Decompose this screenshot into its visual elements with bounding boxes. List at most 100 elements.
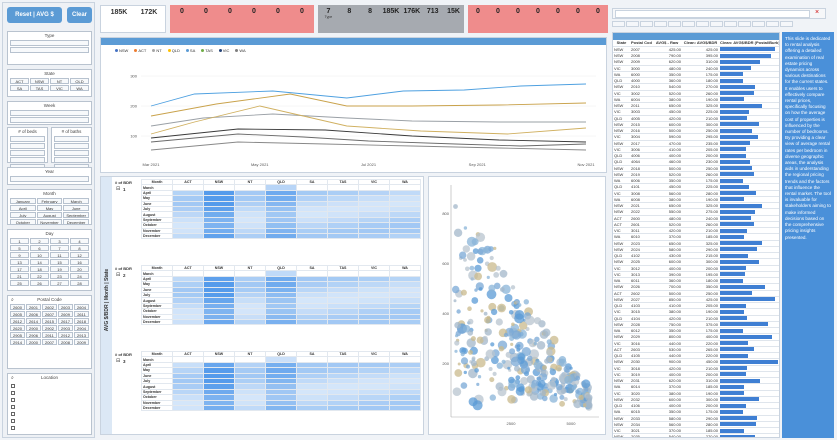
month-option[interactable]: September	[63, 212, 89, 218]
postal-code-option[interactable]: 2609	[58, 311, 73, 317]
day-option[interactable]: 10	[30, 252, 49, 258]
legend-item[interactable]: NT	[152, 47, 162, 53]
day-option[interactable]: 8	[70, 245, 89, 251]
scatter-point[interactable]	[528, 339, 537, 348]
scatter-point[interactable]	[470, 360, 477, 367]
scatter-point[interactable]	[487, 262, 498, 272]
month-option[interactable]: December	[63, 219, 89, 225]
day-option[interactable]: 24	[70, 273, 89, 279]
scatter-point[interactable]	[495, 318, 503, 326]
scatter-point[interactable]	[510, 356, 521, 367]
day-option[interactable]: 3	[50, 238, 69, 244]
day-option[interactable]: 25	[10, 280, 29, 286]
scatter-point[interactable]	[478, 287, 483, 291]
day-option[interactable]: 22	[30, 273, 49, 279]
scatter-point[interactable]	[469, 265, 475, 271]
day-option[interactable]: 28	[70, 280, 89, 286]
scatter-point[interactable]	[501, 284, 511, 294]
tab-button[interactable]	[682, 21, 695, 27]
postal-code-option[interactable]: 2000	[26, 339, 41, 345]
scatter-point[interactable]	[499, 287, 505, 292]
legend-item[interactable]: WA	[235, 47, 246, 53]
scatter-point[interactable]	[564, 375, 573, 385]
month-option[interactable]: July	[10, 212, 36, 218]
scatter-point[interactable]	[474, 288, 478, 292]
postal-code-option[interactable]: 2911	[42, 332, 57, 338]
postal-code-option[interactable]: 2912	[58, 332, 73, 338]
scatter-point[interactable]	[462, 245, 470, 253]
day-option[interactable]: 26	[30, 280, 49, 286]
scatter-point[interactable]	[585, 401, 593, 409]
scatter-point[interactable]	[496, 362, 503, 369]
scatter-point[interactable]	[452, 285, 460, 294]
scatter-point[interactable]	[564, 383, 575, 394]
scatter-point[interactable]	[480, 309, 484, 313]
scatter-point[interactable]	[495, 265, 501, 271]
day-option[interactable]: 15	[50, 259, 69, 265]
legend-item[interactable]: SA	[185, 47, 195, 53]
scatter-point[interactable]	[455, 334, 459, 338]
tab-button[interactable]	[766, 21, 779, 27]
scatter-point[interactable]	[471, 356, 476, 361]
scatter-point[interactable]	[489, 394, 496, 401]
postal-code-option[interactable]: 2618	[74, 318, 89, 324]
search-icon[interactable]: ⌕	[11, 297, 14, 303]
scatter-point[interactable]	[542, 328, 551, 337]
scatter-point[interactable]	[524, 315, 535, 326]
month-option[interactable]: February	[36, 198, 63, 204]
scatter-point[interactable]	[453, 299, 457, 303]
legend-item[interactable]: NSW	[115, 47, 128, 53]
location-option[interactable]	[11, 389, 88, 396]
postal-code-option[interactable]: 2905	[10, 332, 25, 338]
scatter-point[interactable]	[514, 365, 520, 372]
day-option[interactable]: 5	[10, 245, 29, 251]
scatter-point[interactable]	[492, 371, 497, 376]
day-option[interactable]: 20	[70, 266, 89, 272]
scatter-point[interactable]	[477, 375, 482, 379]
state-option[interactable]: QLD	[70, 78, 89, 84]
location-option[interactable]	[11, 410, 88, 417]
location-option[interactable]	[11, 382, 88, 389]
scatter-point[interactable]	[490, 308, 498, 316]
scatter-point[interactable]	[483, 311, 488, 316]
scatter-point[interactable]	[488, 367, 493, 371]
postal-code-option[interactable]: 2620	[10, 325, 25, 331]
clear-button[interactable]: Clear	[67, 7, 92, 23]
tab-button[interactable]	[696, 21, 709, 27]
table-column-header[interactable]: Clean: AVG$/BDR	[682, 40, 719, 47]
scatter-point[interactable]	[550, 376, 557, 382]
scatter-point[interactable]	[553, 392, 558, 397]
scatter-point[interactable]	[508, 310, 514, 315]
scatter-point[interactable]	[489, 377, 495, 383]
location-option[interactable]	[11, 396, 88, 403]
scatter-point[interactable]	[510, 342, 514, 346]
baths-option[interactable]	[54, 157, 89, 163]
scatter-point[interactable]	[462, 324, 471, 333]
scatter-point[interactable]	[465, 266, 470, 272]
day-option[interactable]: 7	[50, 245, 69, 251]
scatter-point[interactable]	[559, 394, 565, 400]
scatter-point[interactable]	[474, 368, 479, 373]
table-column-header[interactable]: AVG$ - Raw	[652, 40, 682, 47]
table-column-header[interactable]: Clean: AVG$/BDR (Postal/Burb)	[719, 40, 779, 47]
legend-item[interactable]: ACT	[134, 47, 146, 53]
state-option[interactable]: WA	[70, 85, 89, 91]
state-option[interactable]: VIC	[50, 85, 69, 91]
month-option[interactable]: May	[36, 205, 63, 211]
checkbox[interactable]	[11, 404, 15, 409]
month-option[interactable]: January	[10, 198, 36, 204]
scatter-point[interactable]	[485, 349, 495, 359]
beds-option[interactable]	[10, 136, 45, 142]
tab-button[interactable]	[668, 21, 681, 27]
scatter-point[interactable]	[474, 264, 482, 272]
scatter-point[interactable]	[484, 316, 491, 324]
checkbox[interactable]	[11, 383, 15, 388]
scatter-point[interactable]	[534, 336, 540, 342]
scatter-point[interactable]	[517, 353, 525, 361]
scatter-point[interactable]	[476, 257, 484, 264]
scatter-point[interactable]	[486, 275, 490, 279]
search-input[interactable]	[615, 10, 810, 18]
scatter-point[interactable]	[470, 336, 476, 342]
baths-option[interactable]	[54, 150, 89, 156]
scatter-point[interactable]	[514, 310, 525, 320]
